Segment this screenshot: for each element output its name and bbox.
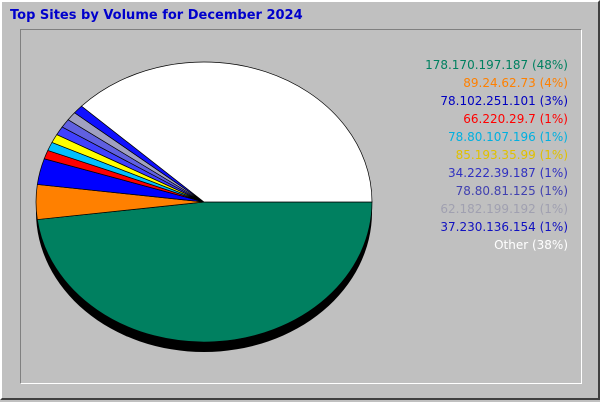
legend-item: 78.80.107.196 (1%)	[447, 130, 568, 144]
legend-item: 37.230.136.154 (1%)	[440, 220, 568, 234]
legend-item: 66.220.29.7 (1%)	[463, 112, 568, 126]
legend-item: 34.222.39.187 (1%)	[447, 166, 568, 180]
pie-slice-10	[80, 61, 373, 203]
legend-item: 85.193.35.99 (1%)	[455, 148, 568, 162]
legend-item: Other (38%)	[494, 238, 568, 252]
legend-item: 78.102.251.101 (3%)	[440, 94, 568, 108]
legend-item: 62.182.199.192 (1%)	[440, 202, 568, 216]
legend-item: 78.80.81.125 (1%)	[455, 184, 568, 198]
legend-item: 89.24.62.73 (4%)	[463, 76, 568, 90]
legend-item: 178.170.197.187 (48%)	[425, 58, 568, 72]
legend: 178.170.197.187 (48%) 89.24.62.73 (4%) 78.…	[425, 56, 568, 254]
plot-panel	[20, 29, 582, 384]
pie-slice-0	[36, 201, 373, 343]
chart-title: Top Sites by Volume for December 2024	[10, 8, 303, 23]
